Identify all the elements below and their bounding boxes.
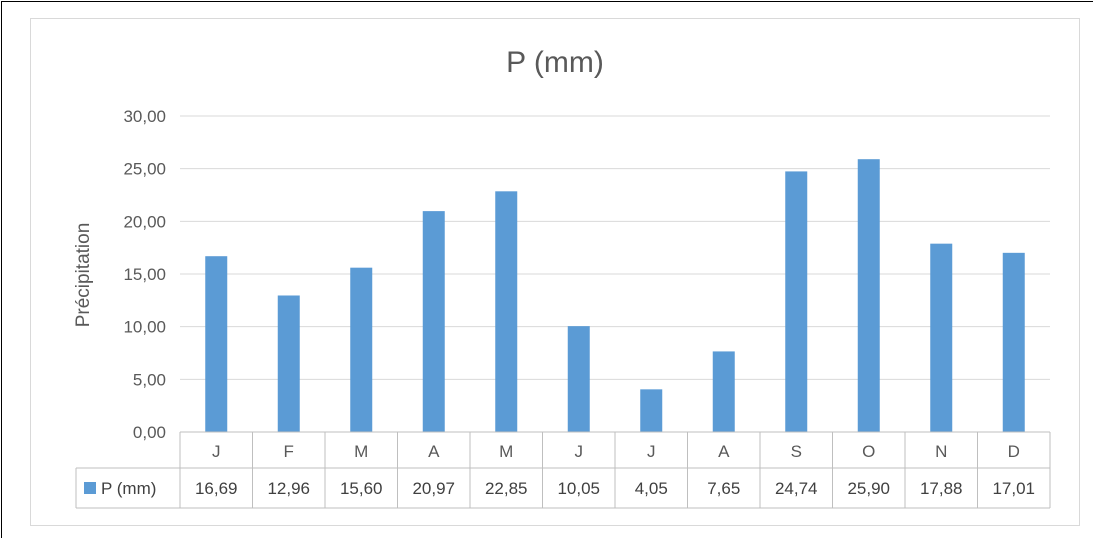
y-tick-label: 30,00: [123, 107, 166, 126]
data-table-value: 20,97: [412, 479, 455, 498]
y-axis-label: Précipitation: [73, 223, 94, 328]
data-table-value: 17,01: [992, 479, 1035, 498]
y-tick-label: 15,00: [123, 265, 166, 284]
data-table-value: 24,74: [775, 479, 818, 498]
y-tick-labels: 0,00 5,00 10,00 15,00 20,00 25,00 30,00: [123, 107, 166, 442]
legend-series-name: P (mm): [101, 479, 156, 498]
data-table-value: 17,88: [920, 479, 963, 498]
x-tick-label: J: [212, 442, 221, 461]
x-tick-label: N: [935, 442, 947, 461]
y-tick-label: 10,00: [123, 318, 166, 337]
x-tick-label: A: [428, 442, 440, 461]
data-table-value: 22,85: [485, 479, 528, 498]
data-table: P (mm) J 16,69 F 12,96 M 15,60 A 20,97 M 22,85 J 10…: [75, 431, 1051, 509]
y-tick-label: 0,00: [133, 423, 166, 442]
data-table-value: 7,65: [707, 479, 740, 498]
y-tick-label: 20,00: [123, 212, 166, 231]
x-tick-label: F: [284, 442, 294, 461]
x-tick-label: D: [1008, 442, 1020, 461]
x-tick-label: J: [575, 442, 584, 461]
bar: [640, 389, 663, 432]
bar: [277, 295, 300, 432]
x-tick-label: J: [647, 442, 656, 461]
bar: [857, 159, 880, 433]
bar: [930, 243, 953, 432]
x-tick-label: A: [718, 442, 730, 461]
x-tick-label: S: [791, 442, 802, 461]
data-table-value: 25,90: [847, 479, 890, 498]
x-tick-label: M: [499, 442, 513, 461]
data-table-value: 16,69: [195, 479, 238, 498]
y-tick-label: 5,00: [133, 370, 166, 389]
bar: [785, 171, 808, 432]
bar: [205, 256, 228, 432]
bar: [495, 191, 518, 432]
data-table-value: 15,60: [340, 479, 383, 498]
bar: [422, 211, 445, 432]
gridlines: [180, 115, 1050, 380]
bar: [712, 351, 735, 432]
chart-title: P (mm): [506, 46, 604, 79]
y-tick-label: 25,00: [123, 160, 166, 179]
bars: [205, 159, 1025, 433]
bar: [567, 326, 590, 432]
bar: [350, 267, 373, 432]
x-tick-label: O: [862, 442, 875, 461]
data-table-value: 4,05: [635, 479, 668, 498]
legend-swatch: [84, 482, 96, 494]
data-table-value: 12,96: [267, 479, 310, 498]
bar: [1002, 252, 1025, 432]
x-tick-label: M: [354, 442, 368, 461]
data-table-value: 10,05: [557, 479, 600, 498]
